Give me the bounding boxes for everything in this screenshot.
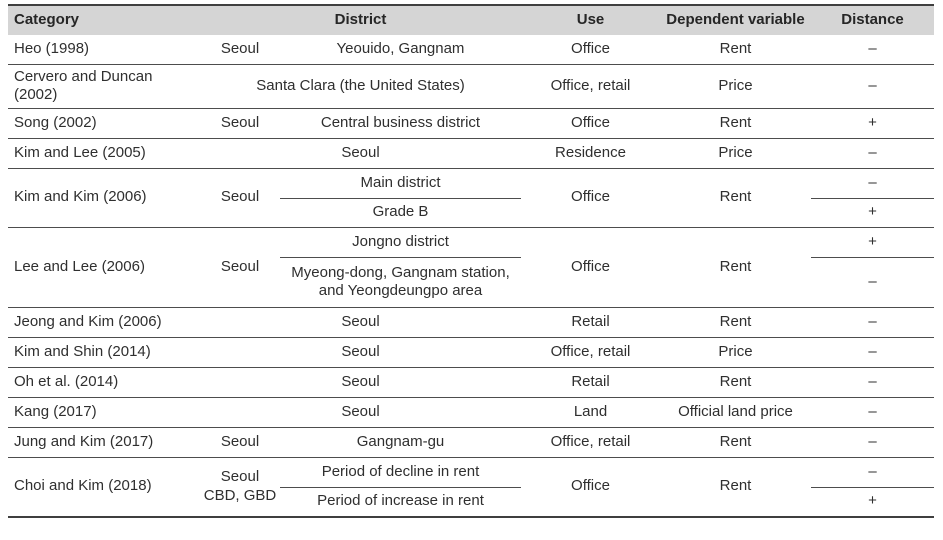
district-subcell: Jongno district [352,232,449,250]
distance-cell: – [868,40,877,58]
table-header-row: Category District Use Dependent variable… [8,6,934,35]
table-row-kim-kim-2006: Kim and Kim (2006) Seoul Main district G… [8,169,934,228]
location-cell: Seoul [341,312,380,330]
dependent-variable-cell: Rent [719,372,752,390]
table-row-kang-2017: Kang (2017) Seoul Land Official land pri… [8,398,934,428]
category-cell: Kang (2017) [14,402,97,420]
distance-subcell: + [868,232,877,250]
distance-subcell: + [811,486,934,516]
district-cell: Central business district [320,113,481,131]
category-cell: Jeong and Kim (2006) [14,312,162,330]
distance-cell: – [868,312,877,330]
header-distance: Distance [841,11,904,29]
city-cell: Seoul CBD, GBD [203,468,277,504]
category-cell: Kim and Lee (2005) [14,143,146,161]
city-cell: Seoul [220,432,260,450]
literature-review-table: Category District Use Dependent variable… [8,4,934,518]
dependent-variable-cell: Price [718,77,753,95]
district-subcell: Main district [360,173,441,191]
use-cell: Retail [571,372,610,390]
category-cell: Cervero and Duncan (2002) [14,68,153,104]
use-cell: Land [573,402,608,420]
use-cell: Office [571,188,610,206]
city-cell: Seoul [220,113,260,131]
use-cell: Office [571,113,610,131]
table-row-lee-lee-2006: Lee and Lee (2006) Seoul Jongno district… [8,228,934,308]
category-cell: Lee and Lee (2006) [14,257,145,275]
dependent-variable-cell: Rent [719,113,752,131]
district-subcell: Myeong-dong, Gangnam station, and Yeongd… [280,256,521,307]
table-row-kim-shin-2014: Kim and Shin (2014) Seoul Office, retail… [8,338,934,368]
distance-cell: – [868,77,877,95]
category-cell: Kim and Kim (2006) [14,188,147,206]
use-cell: Office [571,257,610,275]
city-cell: Seoul [220,257,260,275]
district-subcell: Period of increase in rent [280,486,521,516]
dependent-variable-cell: Rent [719,257,752,275]
distance-cell: – [868,372,877,390]
dependent-variable-cell: Price [718,342,753,360]
dependent-variable-cell: Official land price [678,402,793,420]
distance-cell: – [868,342,877,360]
use-cell: Retail [571,312,610,330]
table-row-jeong-kim-2006: Jeong and Kim (2006) Seoul Retail Rent – [8,308,934,338]
dependent-variable-cell: Rent [719,312,752,330]
category-cell: Oh et al. (2014) [14,372,119,390]
use-cell: Office, retail [550,77,631,95]
use-cell: Residence [555,143,626,161]
table-row-cervero-duncan-2002: Cervero and Duncan (2002) Santa Clara (t… [8,65,934,109]
dependent-variable-cell: Price [718,143,753,161]
dependent-variable-cell: Rent [719,432,752,450]
header-category: Category [14,11,80,29]
dependent-variable-cell: Rent [719,40,752,58]
district-cell: Yeouido, Gangnam [336,40,465,58]
dependent-variable-cell: Rent [719,188,752,206]
district-subcell: Grade B [280,197,521,227]
category-cell: Heo (1998) [14,40,90,58]
use-cell: Office [571,477,610,495]
distance-cell: – [868,143,877,161]
location-cell: Santa Clara (the United States) [256,77,465,95]
table-row-jung-kim-2017: Jung and Kim (2017) Seoul Gangnam-gu Off… [8,428,934,458]
use-cell: Office, retail [550,342,631,360]
city-cell: Seoul [220,40,260,58]
dependent-variable-cell: Rent [719,477,752,495]
distance-subcell: + [811,197,934,227]
distance-subcell: – [868,462,877,480]
district-subcell: Period of decline in rent [321,462,480,480]
distance-subcell: – [811,256,934,307]
distance-cell: – [868,432,877,450]
location-cell: Seoul [341,143,380,161]
city-cell: Seoul [220,188,260,206]
header-dependent-variable: Dependent variable [666,11,805,29]
category-cell: Choi and Kim (2018) [14,477,152,495]
category-cell: Song (2002) [14,113,97,131]
table-row-choi-kim-2018: Choi and Kim (2018) Seoul CBD, GBD Perio… [8,458,934,516]
header-district: District [334,11,387,29]
table-row-song-2002: Song (2002) Seoul Central business distr… [8,109,934,139]
category-cell: Jung and Kim (2017) [14,432,154,450]
table-row-kim-lee-2005: Kim and Lee (2005) Seoul Residence Price… [8,139,934,169]
category-cell: Kim and Shin (2014) [14,342,151,360]
table-row-oh-et-al-2014: Oh et al. (2014) Seoul Retail Rent – [8,368,934,398]
location-cell: Seoul [341,402,380,420]
location-cell: Seoul [341,372,380,390]
table-row-heo-1998: Heo (1998) Seoul Yeouido, Gangnam Office… [8,35,934,65]
header-use: Use [576,11,605,29]
location-cell: Seoul [341,342,380,360]
district-cell: Gangnam-gu [356,432,445,450]
distance-subcell: – [868,173,877,191]
distance-cell: – [868,402,877,420]
use-cell: Office, retail [550,432,631,450]
use-cell: Office [571,40,610,58]
distance-cell: + [868,113,877,131]
